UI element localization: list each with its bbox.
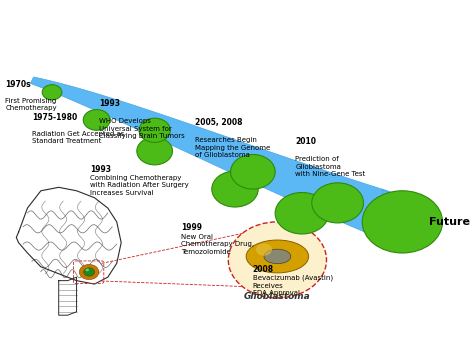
Text: 1970s: 1970s xyxy=(5,80,31,89)
Text: Radiation Get Accepted as
Standard Treatment: Radiation Get Accepted as Standard Treat… xyxy=(32,130,124,144)
Text: Combining Chemotherapy
with Radiation After Surgery
Increases Survival: Combining Chemotherapy with Radiation Af… xyxy=(90,175,189,196)
Circle shape xyxy=(139,118,170,142)
Text: Prediction of
Glioblastoma
with Nine-Gene Test: Prediction of Glioblastoma with Nine-Gen… xyxy=(295,156,365,177)
Circle shape xyxy=(230,154,275,189)
Circle shape xyxy=(42,85,62,100)
Text: Researches Begin
Mapping the Genome
of Glioblastoma: Researches Begin Mapping the Genome of G… xyxy=(195,137,270,158)
Polygon shape xyxy=(30,77,390,232)
Circle shape xyxy=(212,171,258,207)
Circle shape xyxy=(362,191,443,253)
Circle shape xyxy=(275,193,329,234)
Text: 2008: 2008 xyxy=(253,265,274,274)
Text: Bevacizumab (Avastin)
Receives
FDA Approval: Bevacizumab (Avastin) Receives FDA Appro… xyxy=(253,275,333,296)
Circle shape xyxy=(228,222,327,298)
Circle shape xyxy=(79,264,99,280)
Circle shape xyxy=(137,137,173,165)
Text: 2005, 2008: 2005, 2008 xyxy=(195,118,242,127)
Text: WHO Develops
Universal System for
Classifying Brain Tumors: WHO Develops Universal System for Classi… xyxy=(99,118,185,139)
Text: 1999: 1999 xyxy=(182,223,202,232)
Text: Glioblastoma: Glioblastoma xyxy=(244,292,311,301)
Text: New Oral
Chemotherapy Drug,
Temozolomide: New Oral Chemotherapy Drug, Temozolomide xyxy=(182,234,255,255)
Ellipse shape xyxy=(264,249,291,264)
Circle shape xyxy=(312,183,364,223)
Circle shape xyxy=(256,243,272,256)
Circle shape xyxy=(83,110,110,130)
Circle shape xyxy=(85,269,89,271)
Text: Future: Future xyxy=(429,217,470,227)
Polygon shape xyxy=(383,189,434,248)
Circle shape xyxy=(84,268,94,276)
Text: 1993: 1993 xyxy=(99,99,120,108)
Ellipse shape xyxy=(246,240,309,273)
Text: 2010: 2010 xyxy=(295,137,316,146)
Text: 1975-1980: 1975-1980 xyxy=(32,113,77,122)
Text: First Promising
Chemotherapy: First Promising Chemotherapy xyxy=(5,98,57,111)
Text: 1993: 1993 xyxy=(90,164,111,174)
